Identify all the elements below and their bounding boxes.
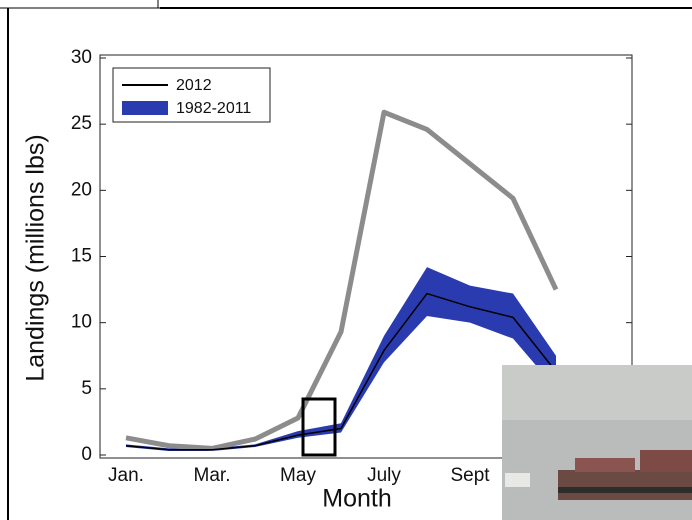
photo-boat [505,473,530,487]
gray-line [125,109,559,451]
legend-swatch [122,101,168,115]
y-tick-label: 30 [71,47,92,68]
y-tick-label: 5 [81,378,92,399]
y-tick-label: 15 [71,246,92,267]
range-band [126,267,556,452]
y-tick-label: 25 [71,113,92,134]
photo-boat [640,450,692,472]
y-axis-label: Landings (millions lbs) [22,134,50,381]
photo-boat [558,470,692,500]
photo [502,365,692,520]
plot: 0 5 10 15 20 25 30 Jan. Mar. May July Sept [71,47,632,486]
legend: 2012 1982-2011 [112,67,271,123]
x-tick-label: July [367,465,401,486]
y-tick-label: 0 [81,444,92,465]
photo-boat [558,487,692,493]
line-2012 [125,292,557,451]
x-axis-label: Month [322,485,391,513]
highlight-box [301,397,337,457]
x-tick-label: May [280,465,316,486]
y-tick-label: 20 [71,179,92,200]
y-tick-label: 10 [71,312,92,333]
x-tick-label: Jan. [108,465,144,486]
legend-label: 2012 [176,77,212,94]
x-tick-label: Sept [450,465,490,486]
legend-label: 1982-2011 [176,100,251,117]
photo-boat [575,458,635,472]
x-tick-label: Mar. [194,465,231,486]
